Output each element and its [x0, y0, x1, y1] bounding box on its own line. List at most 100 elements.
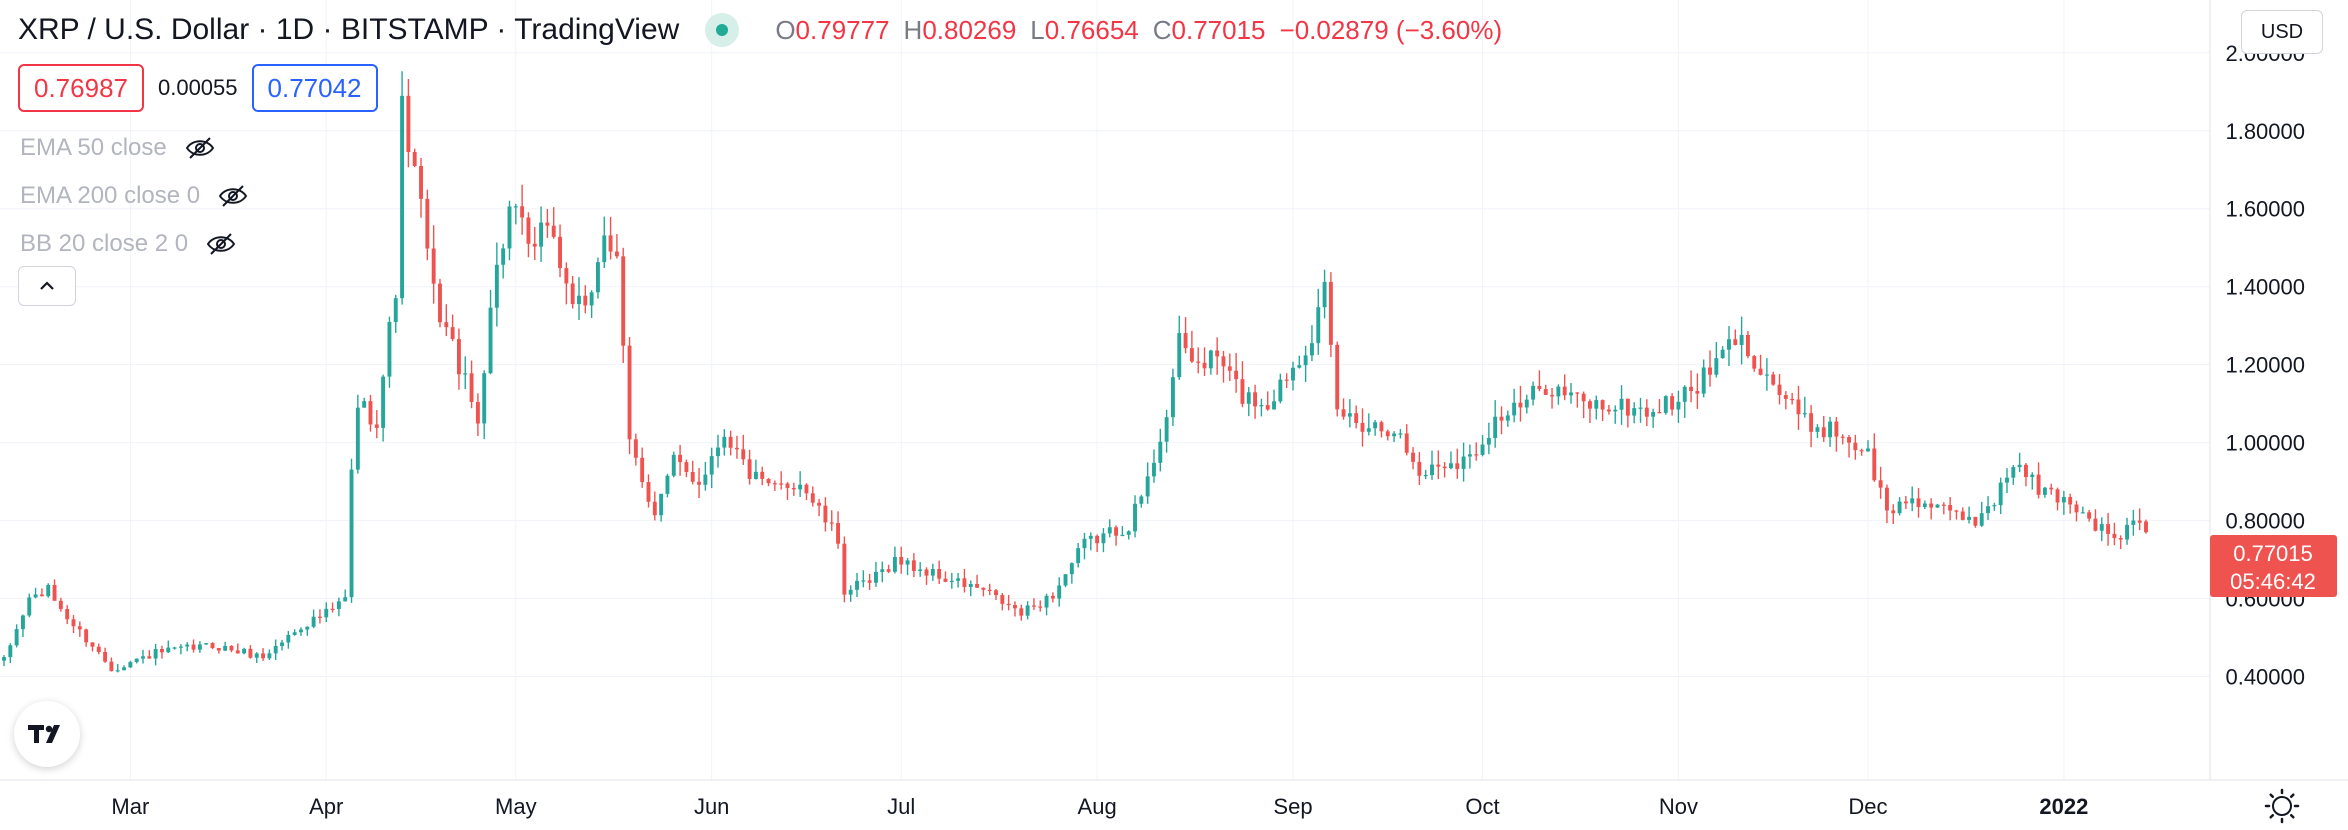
- candle: [1764, 358, 1769, 391]
- candle: [1922, 500, 1927, 510]
- candle-body: [90, 642, 95, 647]
- candle-body: [115, 670, 120, 672]
- candle: [570, 275, 575, 309]
- gear-icon[interactable]: [2264, 788, 2300, 824]
- symbol-title[interactable]: XRP / U.S. Dollar · 1D · BITSTAMP · Trad…: [18, 13, 680, 46]
- eye-off-icon[interactable]: [206, 231, 236, 257]
- collapse-legend-button[interactable]: [18, 266, 76, 306]
- indicator-ema-200[interactable]: EMA 200 close 0: [20, 172, 248, 220]
- candle: [1234, 353, 1239, 393]
- candle-body: [1695, 391, 1700, 394]
- candle: [1954, 509, 1959, 520]
- indicator-ema-50[interactable]: EMA 50 close: [20, 124, 248, 172]
- candle-body: [962, 578, 967, 588]
- candle: [1240, 361, 1245, 408]
- indicator-bollinger-bands[interactable]: BB 20 close 2 0: [20, 220, 248, 268]
- candle: [305, 626, 310, 636]
- candle-body: [1613, 409, 1618, 412]
- candle-body: [1663, 396, 1668, 413]
- candle-body: [267, 653, 272, 659]
- candle-body: [1044, 595, 1049, 608]
- candle-body: [438, 283, 442, 323]
- candle-body: [1859, 450, 1864, 452]
- candle-body: [899, 556, 904, 565]
- candle-body: [627, 345, 632, 440]
- candle-body: [1152, 462, 1156, 477]
- candle-body: [1903, 501, 1908, 504]
- candle-body: [1708, 367, 1712, 375]
- candle-body: [311, 616, 316, 627]
- candle-body: [141, 656, 145, 659]
- candle: [1177, 315, 1182, 380]
- candle: [2099, 517, 2104, 542]
- candle: [2, 655, 6, 667]
- candle: [1840, 434, 1845, 445]
- tradingview-logo[interactable]: [14, 701, 80, 767]
- candle-body: [393, 298, 398, 323]
- candle-body: [564, 268, 569, 284]
- candle-body: [1202, 362, 1207, 369]
- candle: [172, 646, 177, 650]
- candle: [728, 430, 733, 456]
- candle: [311, 609, 316, 629]
- tradingview-logo-icon: [28, 725, 60, 743]
- candle-body: [1183, 333, 1188, 349]
- market-status-icon[interactable]: [705, 13, 740, 47]
- candle: [197, 641, 202, 653]
- candle-body: [867, 580, 872, 583]
- candle: [368, 394, 373, 432]
- candle-body: [400, 95, 405, 299]
- buy-price-button[interactable]: 0.77042: [251, 64, 378, 112]
- candle-body: [1897, 501, 1902, 514]
- candle-body: [1790, 398, 1795, 401]
- candle-body: [280, 642, 284, 647]
- candle-body: [1240, 379, 1245, 404]
- candle-body: [583, 295, 588, 306]
- candle: [583, 285, 588, 314]
- candle: [254, 652, 259, 664]
- candle-body: [1392, 433, 1397, 437]
- candle: [2030, 472, 2035, 490]
- sell-price-button[interactable]: 0.76987: [18, 64, 144, 112]
- time-tick-label: Dec: [1848, 794, 1887, 819]
- candle: [558, 224, 562, 278]
- candle-body: [633, 439, 638, 458]
- close-value: 0.77015: [1171, 14, 1266, 45]
- candle: [425, 189, 430, 261]
- candle-body: [1682, 386, 1687, 402]
- candle: [899, 546, 904, 574]
- candle-body: [2068, 496, 2073, 505]
- candle: [1663, 395, 1668, 415]
- candle: [1196, 347, 1201, 374]
- candle: [1050, 592, 1055, 603]
- candle: [766, 478, 771, 487]
- candle-body: [286, 634, 291, 643]
- candle-body: [469, 373, 474, 402]
- candle: [134, 658, 139, 664]
- candle-body: [1019, 608, 1024, 616]
- candle: [1979, 501, 1984, 527]
- candle-body: [1404, 433, 1409, 453]
- candle: [450, 314, 455, 342]
- candle: [703, 461, 708, 491]
- candle-body: [728, 436, 733, 448]
- candle-body: [412, 151, 417, 167]
- candle: [1859, 448, 1864, 456]
- candle-body: [1537, 385, 1542, 390]
- eye-off-icon[interactable]: [218, 183, 248, 209]
- candle: [33, 587, 38, 599]
- eye-off-icon[interactable]: [185, 135, 215, 161]
- candle: [235, 643, 240, 654]
- candle-body: [804, 484, 809, 494]
- candle: [216, 647, 221, 654]
- candle-body: [905, 560, 910, 565]
- indicator-legend: EMA 50 close EMA 200 close 0 BB 20 close…: [20, 124, 248, 268]
- candle-body: [1221, 356, 1226, 367]
- candle: [1259, 398, 1264, 417]
- candle-body: [1745, 334, 1750, 357]
- candle: [665, 473, 670, 498]
- candle-body: [2061, 496, 2066, 503]
- currency-selector[interactable]: USD: [2241, 10, 2323, 54]
- candle-body: [772, 483, 777, 485]
